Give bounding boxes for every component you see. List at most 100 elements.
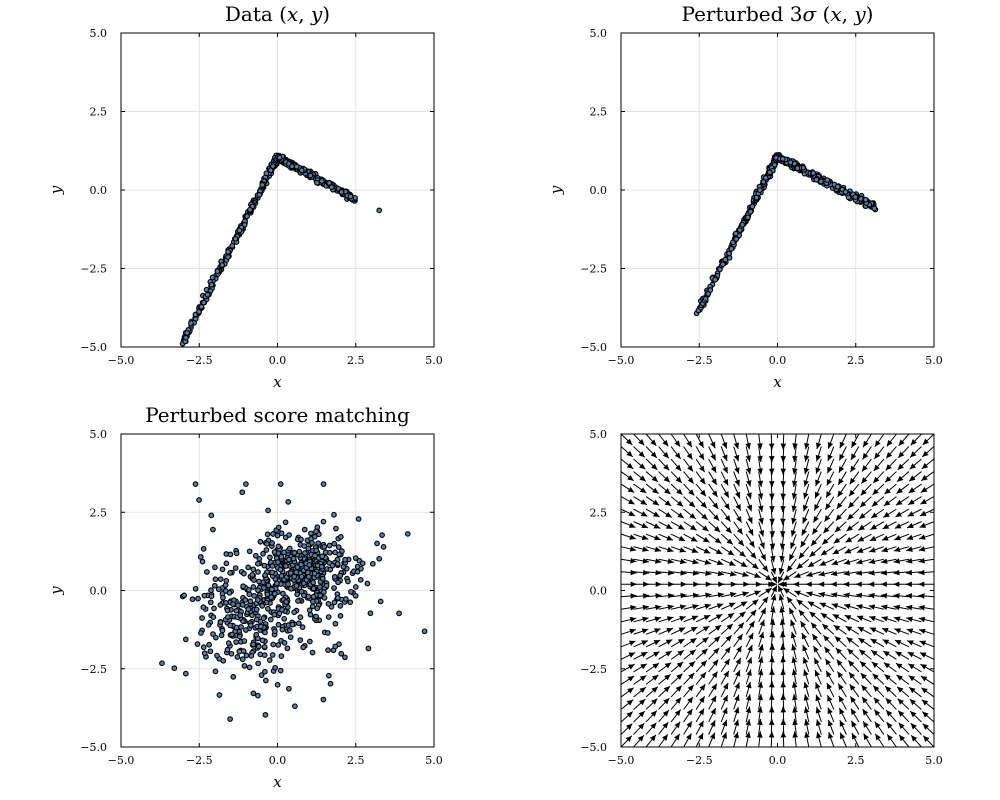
scatter-point (286, 685, 292, 692)
scatter-point (217, 602, 224, 608)
field-arrow-head (830, 570, 838, 577)
field-arrow-head (859, 661, 867, 668)
scatter-point (377, 598, 384, 605)
scatter-point (225, 254, 231, 260)
field-arrow-head (815, 694, 821, 702)
field-arrow-head (711, 683, 717, 691)
field-arrow-head (759, 542, 765, 549)
scatter-point (295, 598, 301, 604)
scatter-point (352, 555, 359, 561)
scatter-point (200, 299, 207, 306)
field-arrow-head (713, 647, 720, 655)
field-arrow-head (791, 656, 797, 664)
x-tick-label: 5.0 (425, 354, 443, 367)
field-arrow-head (627, 486, 635, 493)
field-arrow-head (770, 594, 777, 601)
field-arrow-head (638, 711, 645, 718)
field-arrow-head (757, 468, 763, 475)
field-arrow-head (919, 640, 927, 646)
field-arrow-head (692, 592, 700, 599)
scatter-point (279, 606, 285, 613)
field-arrow-head (710, 466, 717, 473)
field-arrow-head (769, 618, 776, 626)
field-arrow-head (836, 659, 843, 667)
scatter-point (259, 182, 266, 188)
scatter-point (335, 544, 342, 551)
field-arrow-head (679, 558, 687, 565)
scatter-point (207, 599, 214, 606)
scatter-point (332, 549, 338, 556)
scatter-point (824, 177, 831, 183)
field-arrow-head (757, 669, 764, 676)
scatter-point (365, 645, 372, 652)
field-arrow-head (823, 526, 830, 534)
field-arrow-head (780, 481, 787, 488)
field-arrow-head (779, 543, 786, 550)
scatter-point (842, 189, 849, 195)
field-arrow-head (667, 592, 675, 599)
field-arrow-head (758, 656, 764, 664)
field-arrow-head (831, 559, 839, 566)
field-arrow-head (640, 499, 647, 505)
field-arrow-head (886, 722, 893, 729)
field-arrow-head (745, 731, 751, 739)
scatter-point (739, 221, 746, 228)
field-arrow-head (833, 625, 841, 631)
scatter-point (212, 668, 219, 675)
scatter-point (243, 481, 249, 487)
field-arrow-head (751, 599, 759, 606)
x-tick-label: −5.0 (108, 754, 135, 767)
scatter-point (233, 639, 240, 645)
field-arrow-head (910, 439, 917, 446)
scatter-point (229, 631, 235, 638)
field-arrow-head (844, 548, 852, 554)
scatter-point (253, 606, 260, 613)
field-arrow-head (815, 467, 821, 474)
scatter-point (263, 547, 270, 553)
scatter-point (192, 585, 199, 592)
field-arrow-head (794, 590, 801, 596)
scatter-point (331, 540, 338, 547)
scatter-point (247, 622, 254, 629)
scatter-point (314, 605, 321, 612)
field-arrow-head (686, 440, 692, 448)
field-arrow-head (737, 622, 744, 629)
field-arrow-head (653, 523, 661, 529)
field-arrow-head (874, 721, 881, 729)
scatter-point (702, 296, 709, 302)
field-arrow-head (807, 601, 815, 607)
scatter-point (313, 547, 320, 554)
x-tick-label: −5.0 (608, 354, 635, 367)
scatter-point (238, 624, 244, 630)
field-arrow-head (909, 463, 917, 470)
field-arrow-head (908, 499, 915, 505)
scatter-point (264, 531, 271, 538)
field-arrow-head (805, 581, 812, 588)
field-arrow-head (674, 721, 681, 729)
scatter-point (286, 627, 293, 634)
scatter-point (744, 214, 751, 221)
scatter-point (282, 519, 289, 526)
field-arrow-head (894, 523, 902, 529)
scatter-point (726, 250, 732, 257)
field-arrow-head (809, 611, 816, 618)
field-arrow-head (871, 512, 878, 519)
scatter-point (264, 541, 270, 547)
field-arrow-head (690, 524, 697, 531)
field-arrow-head (769, 518, 775, 525)
scatter-point (215, 586, 222, 593)
y-tick-label: −5.0 (80, 341, 107, 354)
scatter-point (257, 538, 264, 545)
field-arrow-head (699, 684, 706, 691)
field-arrow-head (754, 572, 761, 578)
scatter-point (209, 274, 216, 281)
field-arrow-head (735, 657, 741, 665)
scatter-point (342, 556, 348, 563)
field-arrow-head (734, 479, 740, 487)
y-tick-label: 2.5 (590, 506, 608, 519)
field-arrow-head (861, 477, 868, 484)
scatter-point (355, 516, 362, 522)
field-arrow-head (815, 454, 822, 462)
scatter-point (712, 276, 719, 283)
scatter-point (324, 630, 331, 636)
